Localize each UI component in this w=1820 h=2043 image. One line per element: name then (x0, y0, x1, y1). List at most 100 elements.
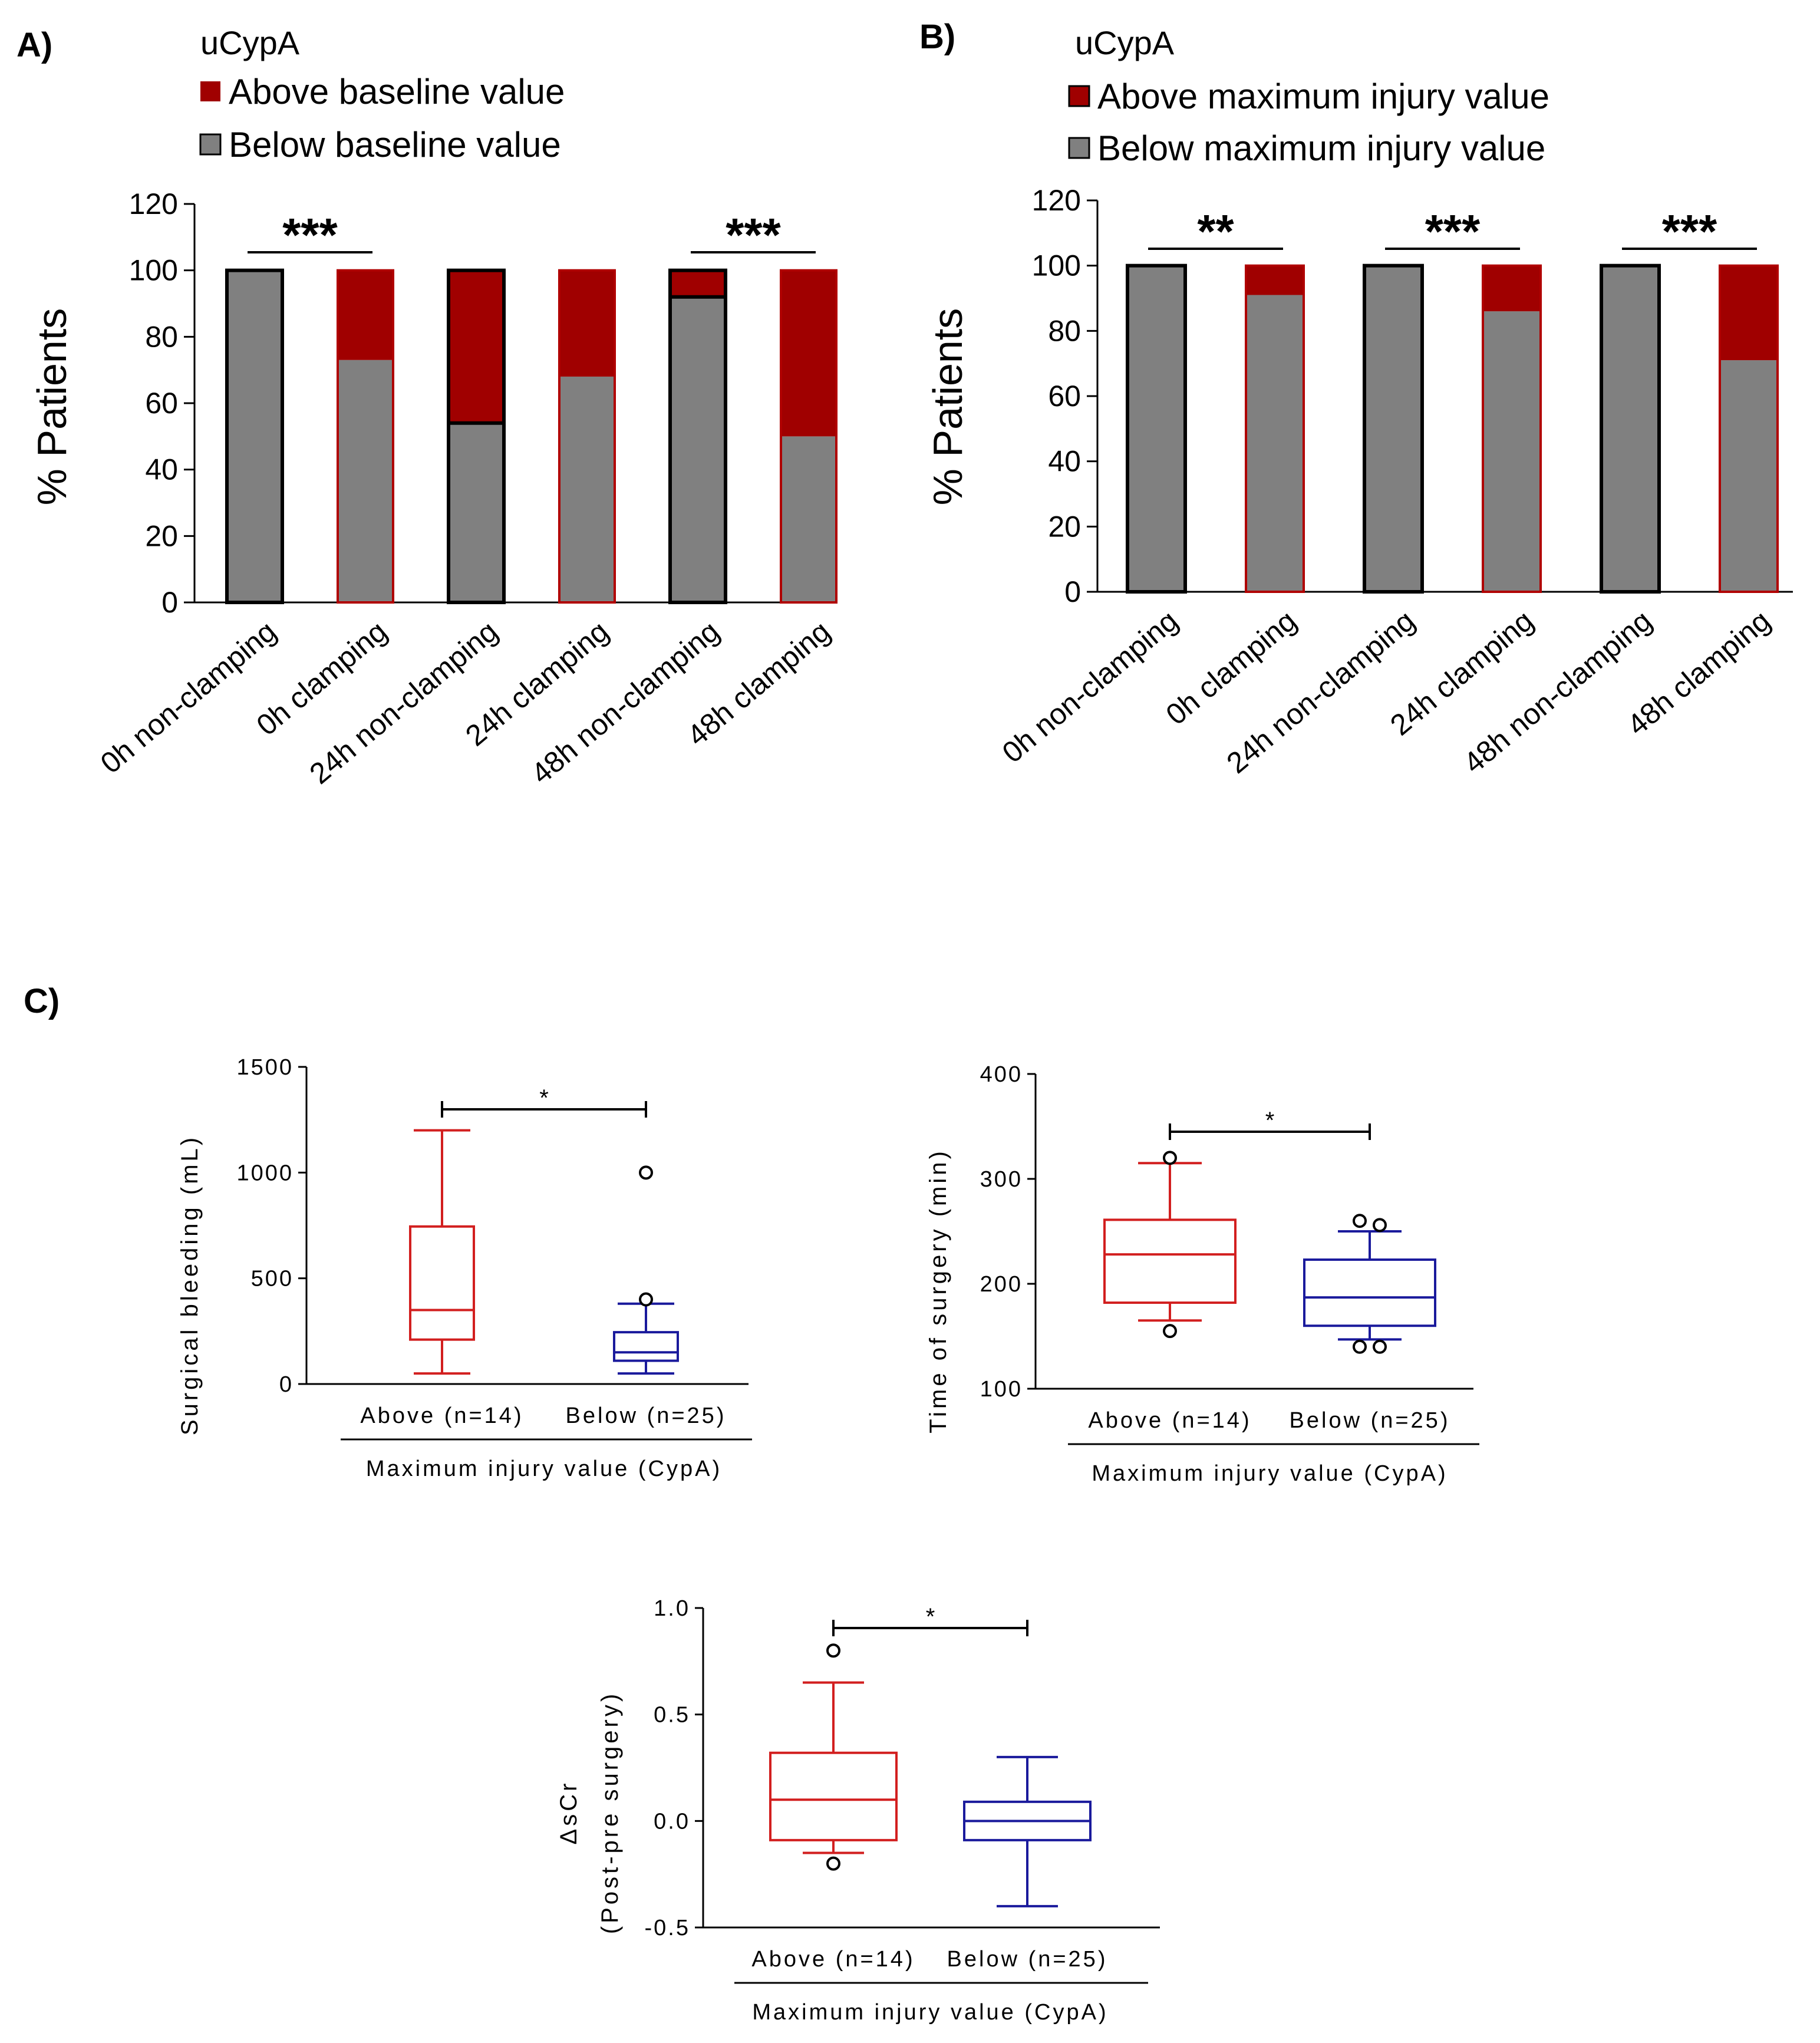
category-label: 24h non-clamping (304, 615, 504, 790)
outlier-point (639, 1292, 653, 1307)
chart-b-ylabel: % Patients (925, 308, 971, 506)
group-label: Below (n=25) (566, 1403, 727, 1428)
bar-outline-5 (780, 269, 838, 604)
chart-a: % Patients 0 20 40 60 80 100 120 0h non-clampin… (29, 187, 838, 790)
y-tick-label: 0 (1064, 575, 1081, 608)
bar-below-1 (1246, 295, 1304, 592)
legend-a-above-label: Above baseline value (229, 72, 565, 111)
legend-b-above-label: Above maximum injury value (1097, 77, 1549, 116)
y-tick-label: -0.5 (645, 1916, 690, 1940)
bar-outline-2 (1363, 263, 1424, 594)
y-tick-label: 100 (980, 1377, 1023, 1402)
chart-c2-ylabel: Time of surgery (min) (925, 1148, 951, 1434)
box-0 (769, 1751, 898, 1841)
bar-above-4 (670, 270, 726, 297)
y-tick-label: 400 (980, 1062, 1023, 1087)
outlier-point (1353, 1214, 1367, 1228)
y-tick-label: 1.0 (654, 1596, 690, 1621)
y-tick-label: 0.5 (654, 1703, 690, 1728)
legend-b-below-swatch (1068, 137, 1090, 159)
outlier-point (1353, 1339, 1367, 1354)
significance-star: * (926, 1604, 935, 1630)
y-tick-label: 200 (980, 1272, 1023, 1297)
group-label: Below (n=25) (947, 1947, 1108, 1972)
bar-outline-4 (668, 268, 727, 604)
y-tick-label: 80 (145, 320, 178, 353)
bar-above-1 (338, 270, 393, 360)
bar-outline-3 (1482, 264, 1542, 593)
y-tick-label: 500 (251, 1267, 294, 1291)
bar-outline-3 (558, 269, 616, 604)
y-tick-label: 60 (145, 387, 178, 420)
bar-above-5 (1720, 265, 1778, 361)
y-tick-label: 1500 (236, 1055, 294, 1080)
bar-above-3 (559, 270, 615, 377)
group-label: Above (n=14) (1088, 1408, 1251, 1433)
bar-outline-4 (1600, 263, 1661, 594)
outlier-point (826, 1856, 840, 1871)
bar-outline-2 (447, 268, 506, 604)
outlier-point (1373, 1218, 1387, 1233)
x-axis-title: Maximum injury value (CypA) (1092, 1461, 1448, 1486)
y-tick-label: 0 (279, 1372, 294, 1397)
box-1 (1303, 1258, 1436, 1327)
box-1 (613, 1331, 679, 1362)
x-axis-title: Maximum injury value (CypA) (752, 2000, 1108, 2025)
outlier-point (1163, 1324, 1177, 1339)
chart-b: % Patients 0 20 40 60 80 100 120 0h non-clampin… (925, 184, 1793, 780)
bar-below-0 (227, 270, 282, 603)
chart-a-ylabel: % Patients (29, 308, 75, 506)
significance-stars: ** (1197, 205, 1234, 258)
bar-above-1 (1246, 265, 1304, 295)
category-label: 48h non-clamping (525, 615, 726, 790)
significance-stars: *** (1662, 205, 1717, 258)
box-0 (1103, 1218, 1237, 1304)
bar-below-0 (1127, 265, 1185, 592)
y-tick-label: 20 (145, 519, 178, 552)
significance-stars: *** (1425, 205, 1481, 258)
bar-outline-0 (1126, 263, 1187, 594)
x-axis-title: Maximum injury value (CypA) (366, 1457, 722, 1481)
bar-below-2 (1364, 265, 1422, 592)
y-tick-label: 20 (1048, 510, 1081, 543)
bar-below-3 (559, 376, 615, 602)
y-tick-label: 80 (1048, 314, 1081, 347)
legend-a-below-label: Below baseline value (229, 125, 561, 164)
legend-b-title: uCypA (1075, 24, 1175, 61)
bar-outline-5 (1719, 264, 1779, 593)
y-tick-label: 0 (161, 586, 178, 619)
box-0 (409, 1225, 475, 1341)
y-tick-label: 40 (145, 453, 178, 486)
legend-b-above-swatch (1068, 85, 1090, 107)
significance-star: * (1265, 1108, 1275, 1133)
y-tick-label: 100 (129, 254, 178, 287)
y-tick-label: 120 (129, 187, 178, 220)
panel-b-label: B) (919, 18, 955, 56)
group-label: Below (n=25) (1290, 1408, 1450, 1433)
category-label: 0h non-clamping (996, 604, 1184, 770)
chart-c3-ylabel-sub: (Post-pre surgery) (597, 1691, 623, 1934)
y-tick-label: 1000 (236, 1161, 294, 1185)
y-tick-label: 40 (1048, 445, 1081, 478)
chart-c3-ylabel: ΔsCr (556, 1781, 582, 1845)
legend-a-title: uCypA (200, 24, 300, 61)
panel-a-label: A) (17, 26, 52, 64)
group-label: Above (n=14) (360, 1403, 523, 1428)
chart-c2: Time of surgery (min) 100 200 300 400 Above … (925, 1062, 1479, 1486)
y-tick-label: 120 (1032, 184, 1081, 217)
outlier-point (639, 1165, 653, 1180)
bar-outline-1 (1245, 264, 1305, 593)
bar-below-4 (1601, 265, 1659, 592)
chart-c1-ylabel: Surgical bleeding (mL) (177, 1135, 203, 1435)
outlier-point (826, 1643, 840, 1658)
legend-b: uCypA Above maximum injury value Below m… (1068, 24, 1549, 168)
panel-c-label: C) (24, 982, 60, 1020)
bar-below-1 (338, 360, 393, 602)
legend-a-above-swatch (200, 81, 220, 101)
bar-above-3 (1483, 265, 1541, 312)
chart-c3: ΔsCr (Post-pre surgery) -0.5 0.0 0.5 1.0 Abo… (556, 1596, 1160, 2025)
legend-a: uCypA Above baseline value Below baselin… (199, 24, 565, 164)
significance-stars: *** (726, 209, 781, 261)
significance-star: * (539, 1085, 549, 1111)
